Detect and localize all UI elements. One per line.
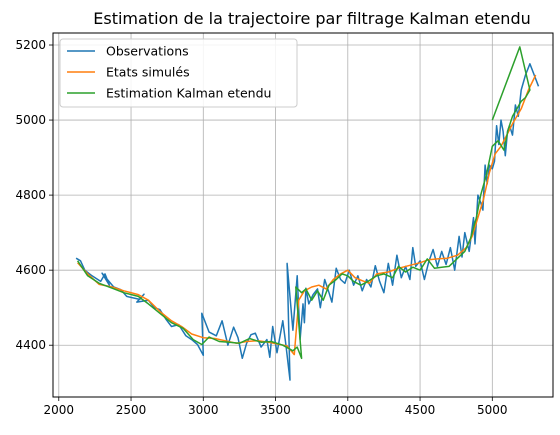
x-tick-label: 2500 <box>116 403 147 417</box>
legend: Observations Etats simulés Estimation Kalm… <box>59 38 298 108</box>
series-line-2 <box>76 46 531 360</box>
chart-title: Estimation de la trajectoire par filtrag… <box>93 9 530 28</box>
y-tick-label: 4800 <box>15 188 46 202</box>
axis-ticks: 2000 2500 3000 3500 4000 4500 5000 4400 4600 4800… <box>15 38 507 417</box>
x-tick-label: 5000 <box>477 403 508 417</box>
x-tick-label: 4000 <box>333 403 364 417</box>
series-line-1 <box>77 74 537 356</box>
y-tick-label: 5000 <box>15 113 46 127</box>
y-tick-label: 4400 <box>15 338 46 352</box>
x-tick-label: 3500 <box>260 403 291 417</box>
x-tick-label: 4500 <box>405 403 436 417</box>
legend-box <box>59 38 298 108</box>
y-tick-label: 5200 <box>15 38 46 52</box>
y-tick-label: 4600 <box>15 263 46 277</box>
plot-frame <box>52 32 554 398</box>
legend-label-1: Etats simulés <box>106 65 190 80</box>
legend-label-2: Estimation Kalman etendu <box>106 86 271 101</box>
x-tick-label: 3000 <box>188 403 219 417</box>
series-layer <box>75 46 540 381</box>
x-tick-label: 2000 <box>44 403 75 417</box>
legend-label-0: Observations <box>106 44 189 59</box>
